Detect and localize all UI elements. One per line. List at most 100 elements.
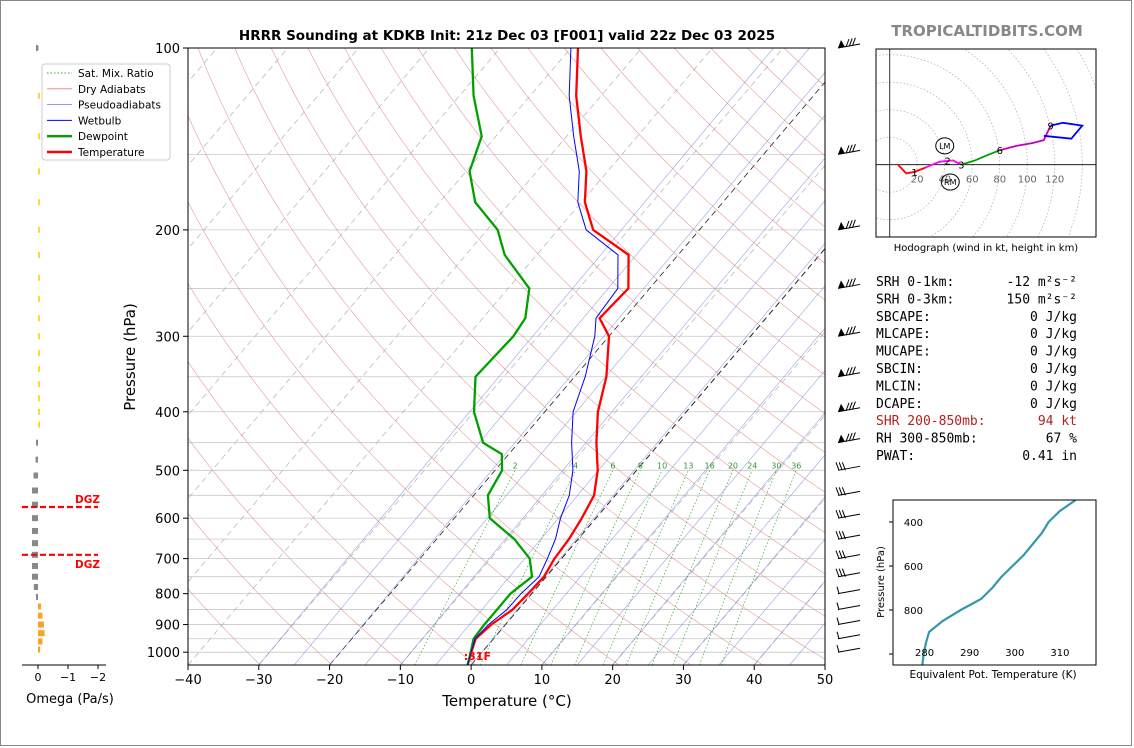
isotherm [188, 48, 642, 583]
barb-feather [835, 487, 840, 496]
barb-feather [838, 462, 843, 471]
t-tick-label: 0 [467, 673, 475, 688]
omega-bar [32, 527, 38, 534]
t-tick-label: −10 [387, 673, 414, 688]
param-label: SBCAPE: [876, 310, 931, 325]
omega-bar [38, 295, 40, 302]
omega-bar [38, 168, 40, 175]
barb-flag [838, 280, 845, 289]
barb-feather [836, 617, 840, 625]
omega-bar [38, 603, 41, 610]
barb-feather [848, 220, 853, 229]
moist-adiabat [541, 327, 825, 665]
omega-bar [33, 584, 38, 591]
omega-bar [38, 350, 40, 357]
param-value: 0 J/kg [1030, 345, 1077, 360]
skewt-frame [187, 47, 826, 666]
height-label: 2 [944, 156, 950, 167]
param-label: RH 300-850mb: [876, 432, 978, 447]
dry-adiabat [188, 437, 405, 665]
barb-flag [838, 146, 845, 155]
isotherm [188, 48, 430, 333]
p-tick-label: 400 [155, 406, 180, 421]
barb-feather [841, 550, 846, 559]
omega-bar [38, 646, 40, 653]
omega-bar [32, 487, 38, 494]
isotherm [329, 81, 825, 665]
barb-flag [838, 221, 845, 230]
moist-adiabat [293, 48, 810, 665]
dry-adiabat [188, 201, 620, 665]
legend-label: Wetbulb [78, 115, 122, 127]
barb-feather [835, 530, 840, 540]
legend: Sat. Mix. Ratio Dry Adiabats Pseudoadiabat… [41, 63, 171, 161]
dry-adiabat [188, 513, 333, 665]
mixing-ratio-line [574, 470, 663, 665]
barb-flag [838, 403, 845, 412]
param-value: 94 kt [1038, 414, 1077, 429]
theta-e-y-tick-label: 600 [904, 562, 923, 573]
omega-tick-label: −1 [60, 671, 76, 684]
dgz-label: DGZ [75, 559, 100, 571]
t-tick-label: 50 [817, 673, 834, 688]
parameter-table: SRH 0-1km: -12 m²s⁻² SRH 0-3km: 150 m²s⁻² SB… [876, 275, 1077, 464]
p-tick-label: 100 [155, 42, 180, 57]
moist-adiabat [400, 157, 825, 665]
mixing-ratio-label: 4 [573, 461, 578, 470]
dry-adiabat [188, 588, 261, 665]
theta-e-x-tick-label: 280 [915, 648, 934, 659]
barb-feather [848, 366, 853, 376]
dry-adiabat [188, 115, 692, 665]
height-label: 6 [997, 146, 1003, 157]
mixing-ratio-line [721, 470, 797, 665]
barb-feather [841, 462, 846, 471]
mixing-ratio-line [479, 470, 576, 665]
moist-adiabat [683, 496, 825, 665]
hodo-segment [897, 164, 926, 175]
mixing-ratio-label: 2 [513, 461, 518, 470]
param-value: -12 m²s⁻² [1007, 275, 1077, 290]
omega-bar [36, 45, 38, 51]
omega-bar [38, 638, 43, 645]
mixing-ratio-line [602, 470, 689, 665]
moist-adiabat [647, 454, 825, 665]
omega-bar [33, 472, 38, 479]
theta-e-x-tick-label: 300 [1005, 648, 1024, 659]
theta-e-y-tick-label: 800 [904, 606, 923, 617]
omega-xlabel: Omega (Pa/s) [26, 692, 114, 707]
profile-wetbulb [467, 48, 619, 665]
barb-feather [851, 219, 856, 228]
wind-barb [837, 219, 861, 231]
storm-motion-label: LM [939, 142, 950, 151]
wind-barb [836, 602, 861, 611]
hodograph-frame [875, 48, 1097, 238]
theta-e-x-tick-label: 290 [960, 648, 979, 659]
mixing-ratio-line [414, 470, 516, 665]
mixing-ratio-label: 8 [638, 461, 643, 470]
barb-feather [851, 37, 856, 46]
t-tick-label: 40 [746, 673, 763, 688]
omega-bar [38, 199, 40, 206]
barb-feather [838, 487, 843, 496]
dry-adiabat [783, 48, 825, 87]
legend-label: Dry Adiabats [78, 84, 146, 96]
mixing-ratio-label: 36 [791, 461, 801, 470]
hodo-segment [925, 159, 962, 169]
legend-label: Temperature [77, 147, 145, 159]
omega-bar [35, 456, 38, 463]
isotherm [188, 48, 289, 167]
barb-feather [851, 278, 856, 287]
mixing-ratio-line [651, 470, 734, 665]
ring-label: 20 [911, 175, 924, 186]
param-value: 0 J/kg [1030, 379, 1077, 394]
isotherm [400, 164, 825, 665]
dgz-label: DGZ [75, 494, 100, 506]
height-label: 9 [1047, 122, 1053, 133]
omega-bar [32, 540, 38, 547]
mixing-ratio-label: 24 [747, 461, 757, 470]
barb-feather [851, 401, 856, 410]
mixing-ratio-line [672, 470, 753, 665]
surface-temp-label: :31F [464, 650, 491, 663]
wind-barb [837, 401, 861, 413]
dry-adiabat [417, 48, 825, 453]
